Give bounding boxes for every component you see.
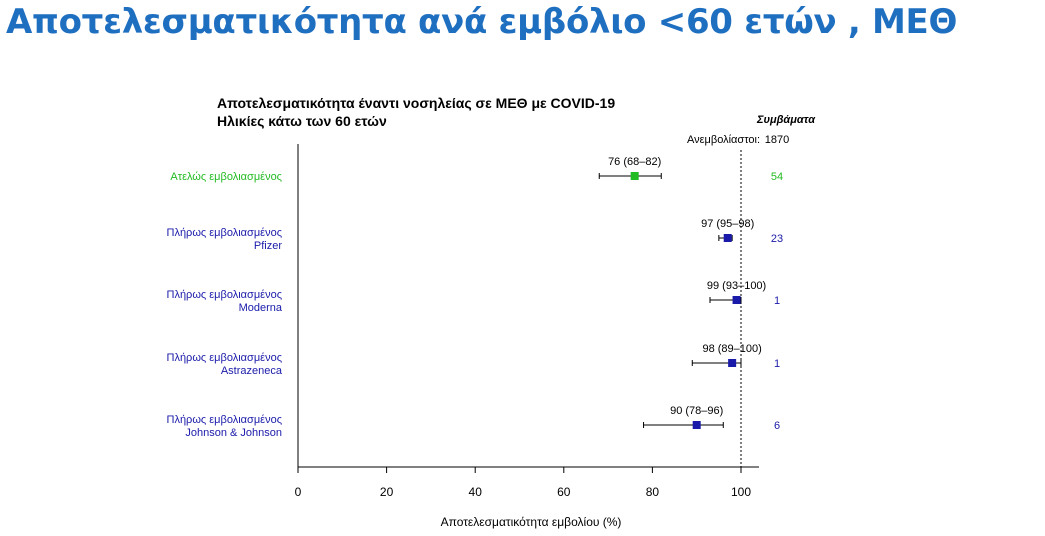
unvaccinated-events: 1870	[765, 134, 789, 146]
ci-text: 98 (89–100)	[702, 343, 761, 355]
slide-title: Αποτελεσματικότητα ανά εμβόλιο <60 ετών …	[6, 2, 958, 42]
chart-title: Αποτελεσματικότητα έναντι νοσηλείας σε Μ…	[217, 95, 615, 111]
events-header: Συμβάματα	[756, 114, 816, 126]
events-count: 23	[771, 233, 783, 245]
point-estimate	[723, 234, 732, 242]
ci-text: 99 (93–100)	[707, 280, 766, 292]
row-label: Pfizer	[254, 240, 282, 252]
point-estimate	[728, 359, 737, 367]
x-axis-label: Αποτελεσματικότητα εμβολίου (%)	[441, 515, 622, 529]
x-tick-label: 40	[469, 485, 483, 499]
row-label: Πλήρως εμβολιασμένος	[167, 289, 283, 301]
x-tick-label: 20	[380, 485, 394, 499]
point-estimate	[630, 172, 639, 180]
x-tick-label: 60	[557, 485, 571, 499]
ci-text: 76 (68–82)	[608, 156, 661, 168]
row-label: Johnson & Johnson	[185, 427, 282, 439]
x-tick-label: 100	[731, 485, 751, 499]
chart-subtitle: Ηλικίες κάτω των 60 ετών	[217, 113, 387, 129]
row-label: Πλήρως εμβολιασμένος	[167, 414, 283, 426]
row-label: Ατελώς εμβολιασμένος	[170, 171, 282, 183]
x-ticks: 0 20 40 60 80 100	[295, 467, 751, 499]
point-estimate	[732, 296, 741, 304]
row-label: Πλήρως εμβολιασμένος	[167, 352, 283, 364]
row-label: Astrazeneca	[221, 365, 283, 377]
events-count: 6	[774, 420, 780, 432]
events-count: 1	[774, 295, 780, 307]
row-label: Moderna	[239, 302, 283, 314]
row-label: Πλήρως εμβολιασμένος	[167, 227, 283, 239]
x-tick-label: 80	[646, 485, 660, 499]
ci-text: 90 (78–96)	[670, 405, 723, 417]
ci-text: 97 (95–98)	[701, 218, 754, 230]
forest-row: Ατελώς εμβολιασμένος 76 (68–82) 54	[170, 156, 783, 183]
unvaccinated-label: Ανεμβολίαστοι:	[687, 134, 760, 146]
events-count: 1	[774, 358, 780, 370]
forest-rows: Ατελώς εμβολιασμένος 76 (68–82) 54 Πλήρως ε…	[167, 156, 784, 439]
point-estimate	[692, 421, 701, 429]
x-tick-label: 0	[295, 485, 302, 499]
events-count: 54	[771, 171, 783, 183]
